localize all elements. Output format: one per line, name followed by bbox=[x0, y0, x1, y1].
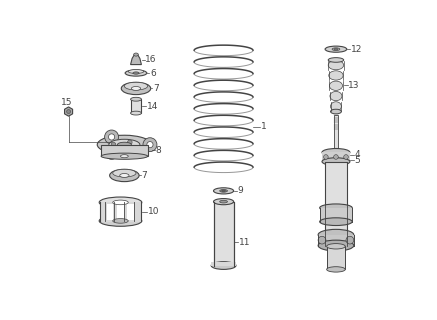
Bar bbox=[322, 152, 350, 162]
Text: 8: 8 bbox=[156, 146, 161, 155]
Ellipse shape bbox=[214, 188, 234, 194]
Ellipse shape bbox=[131, 111, 142, 115]
Ellipse shape bbox=[320, 218, 352, 226]
Ellipse shape bbox=[220, 200, 227, 203]
Bar bbox=[131, 99, 142, 113]
Polygon shape bbox=[131, 55, 142, 65]
Ellipse shape bbox=[101, 153, 148, 159]
Ellipse shape bbox=[131, 97, 142, 101]
Text: 7: 7 bbox=[153, 84, 159, 93]
Ellipse shape bbox=[121, 155, 128, 158]
Ellipse shape bbox=[330, 92, 342, 101]
Ellipse shape bbox=[113, 169, 136, 177]
Circle shape bbox=[333, 155, 338, 159]
Ellipse shape bbox=[125, 70, 147, 76]
Circle shape bbox=[128, 140, 132, 145]
Ellipse shape bbox=[214, 198, 234, 205]
Ellipse shape bbox=[133, 72, 139, 74]
Ellipse shape bbox=[320, 204, 352, 212]
Ellipse shape bbox=[128, 69, 144, 73]
Bar bbox=[211, 262, 236, 266]
Text: 9: 9 bbox=[238, 186, 243, 195]
Ellipse shape bbox=[125, 82, 148, 90]
Ellipse shape bbox=[220, 189, 227, 192]
Text: 4: 4 bbox=[354, 150, 360, 159]
Bar bbox=[214, 202, 234, 266]
Text: 14: 14 bbox=[147, 102, 158, 111]
Bar bbox=[100, 203, 142, 222]
Ellipse shape bbox=[211, 262, 236, 269]
Circle shape bbox=[104, 145, 118, 159]
Ellipse shape bbox=[99, 215, 142, 226]
Bar bbox=[318, 235, 354, 245]
Bar bbox=[107, 204, 113, 220]
Ellipse shape bbox=[326, 244, 345, 249]
Ellipse shape bbox=[330, 102, 341, 111]
Text: 16: 16 bbox=[145, 55, 157, 64]
Circle shape bbox=[108, 134, 114, 140]
Bar bbox=[334, 116, 337, 152]
Circle shape bbox=[346, 236, 354, 244]
Ellipse shape bbox=[318, 229, 354, 240]
Circle shape bbox=[128, 145, 132, 149]
Ellipse shape bbox=[109, 139, 140, 150]
Circle shape bbox=[147, 141, 153, 148]
Ellipse shape bbox=[325, 244, 347, 249]
Bar bbox=[326, 246, 345, 269]
Circle shape bbox=[111, 142, 116, 147]
Circle shape bbox=[318, 236, 326, 244]
Polygon shape bbox=[65, 107, 73, 116]
Text: 7: 7 bbox=[142, 171, 147, 180]
Bar bbox=[320, 208, 352, 222]
Text: 13: 13 bbox=[348, 81, 360, 90]
Circle shape bbox=[143, 138, 157, 152]
Bar bbox=[118, 204, 124, 220]
Text: 12: 12 bbox=[350, 45, 362, 54]
Ellipse shape bbox=[332, 48, 340, 51]
Text: 5: 5 bbox=[354, 156, 360, 164]
Ellipse shape bbox=[99, 197, 142, 208]
Ellipse shape bbox=[113, 219, 128, 223]
Ellipse shape bbox=[328, 60, 343, 70]
Ellipse shape bbox=[322, 148, 350, 156]
Ellipse shape bbox=[325, 46, 347, 52]
Text: 15: 15 bbox=[61, 98, 73, 107]
Ellipse shape bbox=[121, 82, 151, 95]
Text: 1: 1 bbox=[261, 123, 267, 132]
Circle shape bbox=[108, 149, 114, 156]
Ellipse shape bbox=[132, 86, 141, 90]
Ellipse shape bbox=[328, 58, 343, 62]
Ellipse shape bbox=[134, 53, 139, 56]
Text: 10: 10 bbox=[148, 207, 159, 216]
Ellipse shape bbox=[329, 71, 343, 80]
Ellipse shape bbox=[118, 142, 132, 147]
Text: 6: 6 bbox=[150, 68, 156, 77]
Circle shape bbox=[323, 155, 328, 159]
Ellipse shape bbox=[97, 135, 152, 154]
Text: 11: 11 bbox=[239, 238, 250, 247]
Bar bbox=[325, 162, 347, 246]
Ellipse shape bbox=[330, 109, 341, 114]
Circle shape bbox=[343, 155, 348, 159]
Ellipse shape bbox=[66, 110, 70, 114]
Ellipse shape bbox=[318, 240, 354, 251]
Ellipse shape bbox=[334, 48, 338, 50]
Bar bbox=[128, 204, 134, 220]
Ellipse shape bbox=[326, 267, 345, 272]
Ellipse shape bbox=[113, 200, 128, 205]
Circle shape bbox=[104, 130, 118, 144]
Ellipse shape bbox=[110, 169, 139, 182]
Ellipse shape bbox=[322, 158, 350, 165]
Ellipse shape bbox=[329, 81, 343, 90]
Bar bbox=[101, 145, 148, 156]
Ellipse shape bbox=[120, 173, 129, 177]
Ellipse shape bbox=[222, 190, 225, 192]
